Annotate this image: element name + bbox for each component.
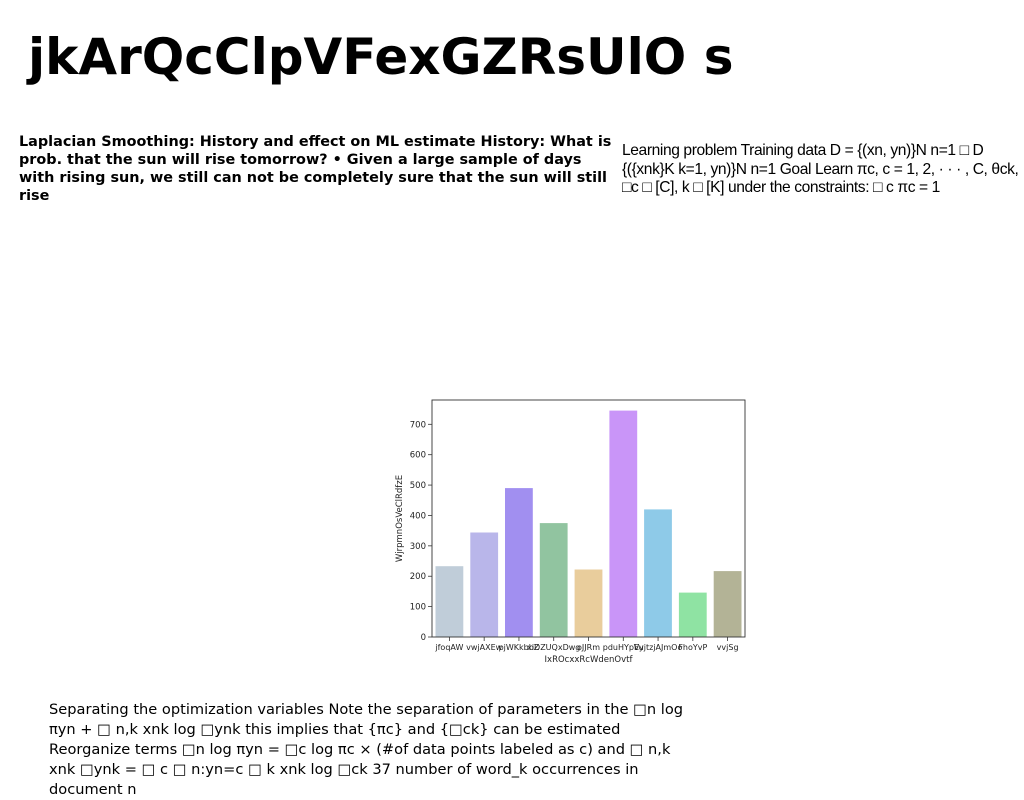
y-tick-label: 400 — [410, 511, 426, 521]
x-axis-label: IxROcxxRcWdenOvtf — [545, 655, 634, 665]
y-tick-label: 0 — [421, 633, 426, 643]
x-tick-label: vvjSg — [717, 643, 739, 652]
right-paragraph: Learning problem Training data D = {(xn,… — [622, 142, 1019, 196]
x-tick-label: VujtzjAJmOo — [634, 643, 683, 652]
bar-jfoqAW — [435, 566, 464, 637]
x-tick-label: FhoYvP — [678, 643, 707, 652]
page-title: jkArQcClpVFexGZRsUlO s — [28, 28, 734, 86]
left-paragraph: Laplacian Smoothing: History and effect … — [19, 134, 612, 204]
bar-vvjSg — [713, 571, 742, 637]
bar-chart-svg: 0 100 200 300 400 500 600 700 jfoqAW vwjAXEwpjWKk… — [395, 399, 746, 665]
bar-pduHYpEy — [609, 410, 638, 637]
bar-chart: 0 100 200 300 400 500 600 700 jfoqAW vwjAXEw pjWKk… — [390, 390, 760, 675]
y-tick-label: 100 — [410, 603, 426, 613]
x-tick-label: oJJRm — [577, 643, 600, 652]
x-tick-label: jfoqAW — [434, 643, 463, 652]
x-tick-label: pjWKkbbZ — [499, 643, 540, 652]
bar-oJJRm — [574, 569, 603, 637]
y-tick-label: 500 — [410, 481, 426, 491]
bar-VujtzjAJmOo — [644, 509, 672, 637]
bar-xiDZUQxDwg — [539, 523, 568, 637]
x-tick-label: xiDZUQxDwg — [527, 643, 580, 652]
y-tick-label: 700 — [410, 420, 426, 430]
x-tick-label: pduHYpEy — [603, 643, 644, 652]
y-tick-label: 200 — [410, 572, 426, 582]
bar-pjWKkbbZ — [505, 488, 533, 637]
x-tick-label: vwjAXEw — [466, 643, 503, 652]
y-axis-label: WjrpmnOsVeClRdfzE — [395, 475, 405, 562]
bottom-paragraph: Separating the optimization variables No… — [49, 701, 684, 798]
bar-FhoYvP — [678, 592, 707, 637]
y-tick-label: 300 — [410, 542, 426, 552]
bar-vwjAXEw — [470, 532, 499, 637]
y-tick-label: 600 — [410, 451, 426, 461]
